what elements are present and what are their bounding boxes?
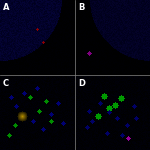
Text: B: B — [79, 3, 85, 12]
Text: C: C — [3, 79, 9, 88]
Text: D: D — [79, 79, 86, 88]
Text: A: A — [3, 3, 9, 12]
